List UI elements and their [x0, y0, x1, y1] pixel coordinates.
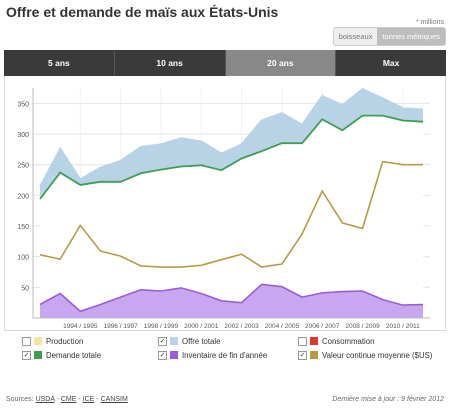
y-tick-label: 50 — [21, 285, 29, 292]
source-link-ice[interactable]: ICE — [82, 396, 95, 403]
y-tick-label: 150 — [17, 224, 29, 231]
page-title: Offre et demande de maïs aux États-Unis — [6, 4, 279, 20]
x-tick-label: 1994 / 1995 — [63, 323, 98, 330]
legend-item-consumption[interactable]: Consommation — [298, 336, 442, 346]
y-tick-label: 200 — [17, 193, 29, 200]
source-separator: - — [54, 396, 61, 403]
legend-checkbox[interactable] — [298, 336, 307, 346]
legend-checkbox[interactable]: ✓ — [158, 336, 167, 346]
tab-20-years[interactable]: 20 ans — [225, 50, 337, 76]
legend-row: Production ✓ Offre totale Consommation — [22, 334, 442, 348]
source-separator: - — [76, 396, 83, 403]
unit-button-bushels[interactable]: boisseaux — [338, 32, 373, 41]
series-line-ending-stocks — [39, 283, 424, 313]
sources-footer: Sources: USDA - CME - ICE - CANSIM — [6, 396, 128, 403]
legend-label: Consommation — [322, 336, 375, 346]
x-tick-label: 2006 / 2007 — [305, 323, 340, 330]
chart-container: 50 100 150 200 250 300 350 1994 / 1995 1996 / 19… — [4, 76, 446, 331]
y-tick-label: 250 — [17, 163, 29, 170]
x-tick-label: 2010 / 2011 — [386, 323, 420, 330]
legend-checkbox[interactable]: ✓ — [22, 350, 31, 360]
legend-item-average-price[interactable]: ✓ Valeur continue moyenne ($US) — [298, 350, 442, 360]
x-tick-label: 2000 / 2001 — [184, 323, 219, 330]
legend-swatch — [170, 351, 178, 359]
legend-checkbox[interactable]: ✓ — [298, 350, 307, 360]
legend-swatch — [310, 351, 318, 359]
source-separator: - — [94, 396, 101, 403]
x-tick-label: 1998 / 1999 — [144, 323, 179, 330]
y-tick-label: 100 — [17, 255, 29, 262]
unit-note: * millions — [415, 19, 444, 26]
tab-max[interactable]: Max — [382, 58, 400, 68]
x-tick-label: 2004 / 2005 — [265, 323, 300, 330]
legend-swatch — [170, 337, 178, 345]
legend-checkbox[interactable]: ✓ — [158, 350, 167, 360]
y-tick-label: 300 — [17, 132, 29, 139]
tab-10-years[interactable]: 10 ans — [115, 50, 226, 76]
legend-label: Offre totale — [182, 336, 221, 346]
source-link-cme[interactable]: CME — [60, 396, 77, 403]
legend-label: Production — [46, 336, 84, 346]
legend-swatch — [34, 337, 42, 345]
tab-5-years[interactable]: 5 ans — [4, 50, 115, 76]
series-line-total-supply — [39, 88, 424, 188]
series-line-average-price — [39, 160, 423, 268]
source-link-cansim[interactable]: CANSIM — [100, 396, 128, 403]
legend-checkbox[interactable] — [22, 336, 31, 346]
unit-toggle: boisseaux tonnes métriques — [332, 27, 446, 46]
legend: Production ✓ Offre totale Consommation ✓… — [22, 334, 442, 362]
legend-item-total-demand[interactable]: ✓ Demande totale — [22, 350, 158, 360]
series-line-total-demand — [39, 114, 424, 200]
series-area-mask — [40, 115, 423, 318]
legend-item-ending-stocks[interactable]: ✓ Inventaire de fin d'année — [158, 350, 298, 360]
legend-item-production[interactable]: Production — [22, 336, 158, 346]
unit-button-metric-tonnes[interactable]: tonnes métriques — [377, 28, 445, 45]
last-updated: Dernière mise à jour : 9 février 2012 — [332, 396, 444, 403]
x-tick-label: 2002 / 2003 — [224, 323, 259, 330]
legend-swatch — [34, 351, 42, 359]
source-link-usda[interactable]: USDA — [35, 396, 55, 403]
x-tick-label: 2008 / 2009 — [345, 323, 380, 330]
period-tabs: 5 ans 10 ans 20 ans Max — [4, 50, 446, 76]
legend-label: Valeur continue moyenne ($US) — [322, 350, 433, 360]
chart-svg: 50 100 150 200 250 300 350 1994 / 1995 1996 / 19… — [17, 88, 430, 330]
sources-prefix: Sources: — [6, 396, 34, 403]
y-tick-label: 350 — [17, 101, 29, 108]
legend-row: ✓ Demande totale ✓ Inventaire de fin d'a… — [22, 348, 442, 362]
legend-label: Inventaire de fin d'année — [182, 350, 268, 360]
x-tick-label: 1996 / 1997 — [103, 323, 138, 330]
legend-swatch — [310, 337, 318, 345]
legend-item-total-supply[interactable]: ✓ Offre totale — [158, 336, 298, 346]
legend-label: Demande totale — [46, 350, 102, 360]
